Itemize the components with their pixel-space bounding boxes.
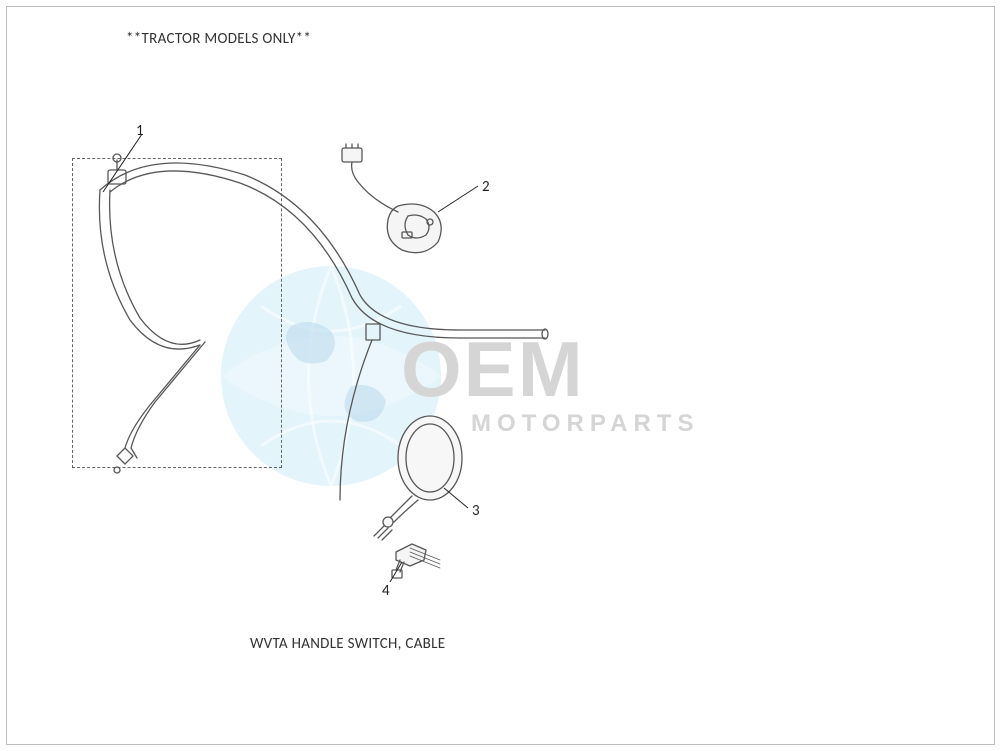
leader-2 bbox=[438, 186, 478, 212]
callout-leaders bbox=[0, 0, 1001, 751]
leader-3 bbox=[444, 488, 468, 508]
leader-4 bbox=[390, 562, 402, 582]
diagram-page: OEM MOTORPARTS **TRACTOR MODELS ONLY** bbox=[0, 0, 1001, 751]
bottom-title: WVTA HANDLE SWITCH, CABLE bbox=[250, 635, 445, 653]
leader-1 bbox=[103, 134, 142, 192]
